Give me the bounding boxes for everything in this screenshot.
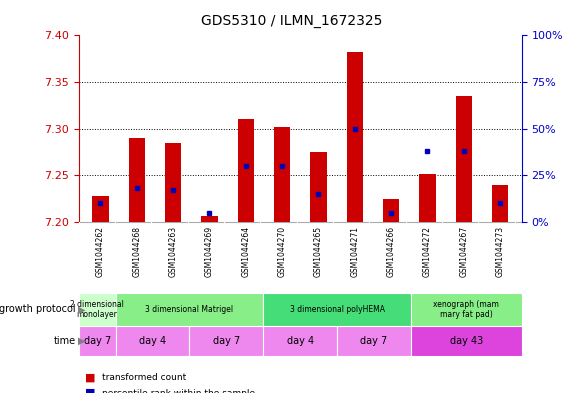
Bar — [383, 199, 399, 222]
Text: day 4: day 4 — [139, 336, 166, 346]
Bar — [337, 326, 411, 356]
Text: day 4: day 4 — [287, 336, 314, 346]
Text: ▶: ▶ — [78, 336, 86, 346]
Bar — [411, 326, 522, 356]
Text: ■: ■ — [85, 372, 95, 382]
Text: day 7: day 7 — [360, 336, 388, 346]
Text: xenograph (mam
mary fat pad): xenograph (mam mary fat pad) — [434, 300, 499, 319]
Bar — [274, 127, 290, 222]
Text: 2 dimensional
monolayer: 2 dimensional monolayer — [70, 300, 124, 319]
Bar — [115, 293, 264, 326]
Text: GDS5310 / ILMN_1672325: GDS5310 / ILMN_1672325 — [201, 14, 382, 28]
Text: GSM1044265: GSM1044265 — [314, 226, 323, 277]
Text: day 43: day 43 — [449, 336, 483, 346]
Text: growth protocol: growth protocol — [0, 305, 76, 314]
Text: day 7: day 7 — [213, 336, 240, 346]
Text: GSM1044268: GSM1044268 — [132, 226, 141, 277]
Bar — [346, 52, 363, 222]
Bar — [411, 293, 522, 326]
Bar — [455, 96, 472, 222]
Bar — [189, 326, 264, 356]
Text: GSM1044266: GSM1044266 — [387, 226, 395, 277]
Text: GSM1044264: GSM1044264 — [241, 226, 250, 277]
Bar — [165, 143, 181, 222]
Bar — [92, 196, 108, 222]
Bar — [492, 185, 508, 222]
Bar — [129, 138, 145, 222]
Text: time: time — [54, 336, 76, 346]
Bar — [201, 215, 217, 222]
Bar — [79, 326, 115, 356]
Text: 3 dimensional Matrigel: 3 dimensional Matrigel — [145, 305, 234, 314]
Bar — [115, 326, 189, 356]
Text: day 7: day 7 — [83, 336, 111, 346]
Text: 3 dimensional polyHEMA: 3 dimensional polyHEMA — [290, 305, 385, 314]
Text: GSM1044271: GSM1044271 — [350, 226, 359, 277]
Text: GSM1044262: GSM1044262 — [96, 226, 105, 277]
Bar — [79, 293, 115, 326]
Text: GSM1044267: GSM1044267 — [459, 226, 468, 277]
Text: GSM1044270: GSM1044270 — [278, 226, 287, 277]
Text: GSM1044263: GSM1044263 — [168, 226, 178, 277]
Text: GSM1044269: GSM1044269 — [205, 226, 214, 277]
Bar — [310, 152, 326, 222]
Bar — [238, 119, 254, 222]
Bar — [419, 174, 436, 222]
Text: ▶: ▶ — [78, 305, 86, 314]
Text: percentile rank within the sample: percentile rank within the sample — [102, 389, 255, 393]
Text: ■: ■ — [85, 388, 95, 393]
Bar — [264, 293, 411, 326]
Text: GSM1044272: GSM1044272 — [423, 226, 432, 277]
Bar — [264, 326, 337, 356]
Text: transformed count: transformed count — [102, 373, 187, 382]
Text: GSM1044273: GSM1044273 — [496, 226, 504, 277]
